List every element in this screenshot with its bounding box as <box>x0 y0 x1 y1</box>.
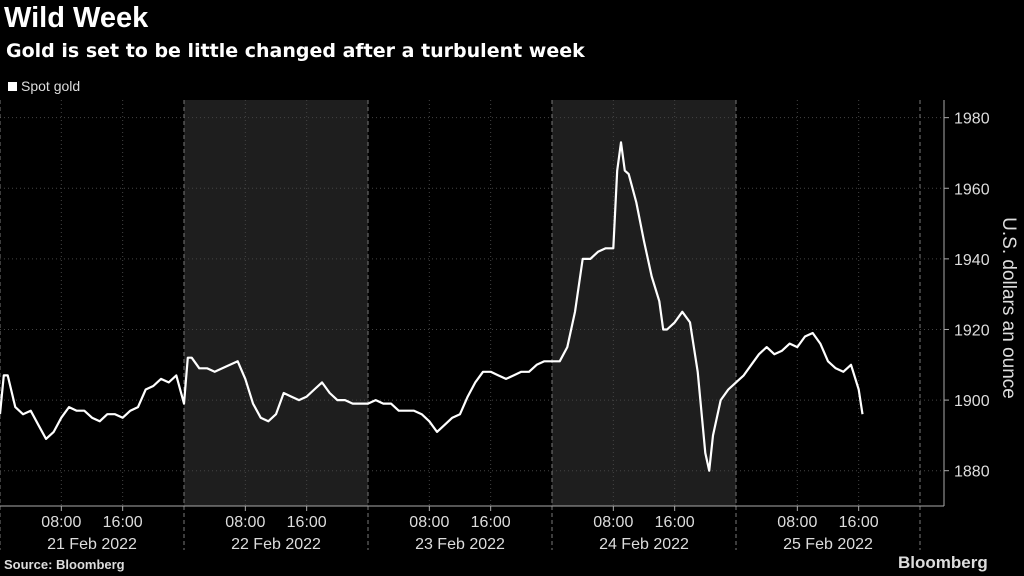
y-tick-label: 1900 <box>954 393 990 410</box>
x-day-label: 22 Feb 2022 <box>231 536 321 553</box>
shaded-band-4 <box>552 100 736 506</box>
x-time-label: 16:00 <box>839 514 879 531</box>
x-time-label: 16:00 <box>471 514 511 531</box>
y-tick-label: 1880 <box>954 464 990 481</box>
y-tick-label: 1920 <box>954 322 990 339</box>
shaded-band-2 <box>184 100 368 506</box>
y-tick-labels: 1880 1900 1920 1940 1960 1980 <box>944 111 990 481</box>
legend: Spot gold <box>8 78 80 94</box>
x-day-label: 24 Feb 2022 <box>599 536 689 553</box>
day-separators <box>0 100 921 550</box>
source-note: Source: Bloomberg <box>4 557 125 572</box>
x-day-label: 21 Feb 2022 <box>47 536 137 553</box>
x-time-label: 08:00 <box>593 514 633 531</box>
series-group <box>0 141 864 472</box>
x-time-label: 08:00 <box>777 514 817 531</box>
series-line-1 <box>0 141 864 472</box>
legend-swatch <box>8 81 17 91</box>
axes <box>0 100 945 507</box>
y-tick-label: 1940 <box>954 252 990 269</box>
x-day-label: 23 Feb 2022 <box>415 536 505 553</box>
x-time-label: 08:00 <box>225 514 265 531</box>
y-tick-label: 1960 <box>954 181 990 198</box>
x-time-label: 16:00 <box>287 514 327 531</box>
y-tick-label: 1980 <box>954 111 990 128</box>
shaded-day-bands <box>184 100 736 506</box>
x-tick-labels: 08:00 16:00 21 Feb 2022 08:00 16:00 22 Feb 20… <box>41 506 879 553</box>
chart-title: Wild Week <box>4 2 149 34</box>
x-time-label: 08:00 <box>41 514 81 531</box>
x-time-label: 08:00 <box>409 514 449 531</box>
gridlines <box>0 100 944 506</box>
y-axis-title: U.S. dollars an ounce <box>998 217 1019 399</box>
bloomberg-logo: Bloomberg <box>898 553 988 572</box>
legend-label: Spot gold <box>21 78 81 94</box>
chart-subtitle: Gold is set to be little changed after a… <box>6 40 585 62</box>
x-time-label: 16:00 <box>655 514 695 531</box>
x-time-label: 16:00 <box>103 514 143 531</box>
x-day-label: 25 Feb 2022 <box>783 536 873 553</box>
